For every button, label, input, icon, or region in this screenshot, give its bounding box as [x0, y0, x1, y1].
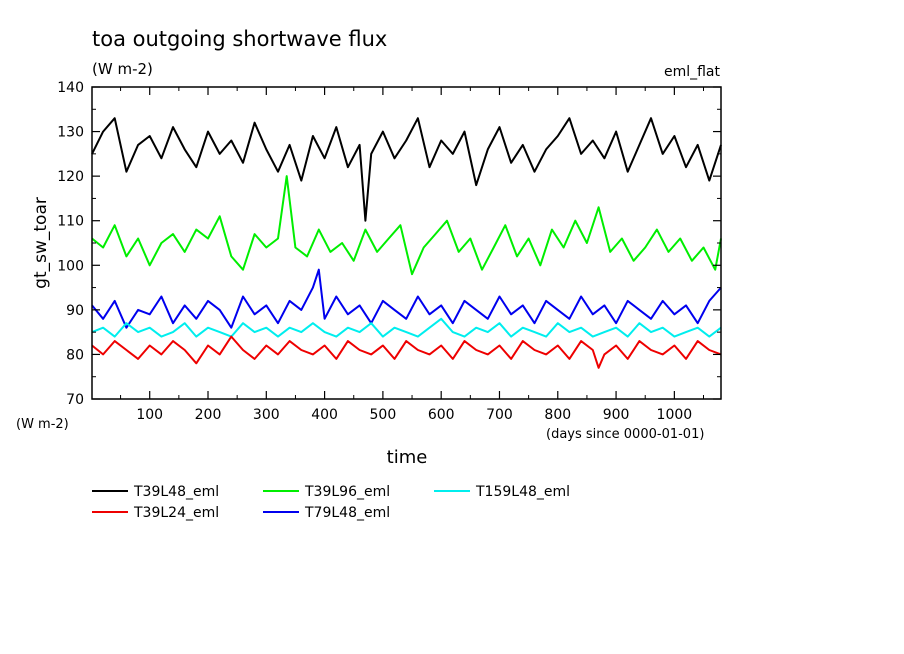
x-tick-label: 100: [136, 407, 163, 423]
y-tick-label: 120: [57, 169, 84, 185]
x-tick-label: 800: [544, 407, 571, 423]
chart-title: toa outgoing shortwave flux: [92, 27, 387, 51]
axes-group: 70 80 90 100 110 120 130 140 100 200 300 400 500 600 7…: [57, 80, 722, 423]
series-line-T39L48_eml: [91, 117, 722, 222]
x-unit-label: (days since 0000-01-01): [546, 427, 704, 442]
y-tick-label: 110: [57, 214, 84, 230]
y-tick-label: 140: [57, 80, 84, 96]
y-unit-label: (W m-2): [16, 417, 69, 432]
x-tick-label: 900: [603, 407, 630, 423]
legend-label-T39L48_eml: T39L48_eml: [133, 484, 219, 500]
series-line-T159L48_eml: [91, 317, 722, 338]
legend: T39L48_eml T39L96_eml T159L48_eml T39L24_em…: [92, 484, 570, 521]
plot-series-group: [91, 117, 722, 369]
x-tick-label: 600: [428, 407, 455, 423]
y-tick-label: 90: [66, 303, 84, 319]
corner-label: eml_flat: [664, 64, 721, 80]
series-line-T39L96_eml: [91, 175, 722, 276]
y-axis-label: gt_sw_toar: [31, 197, 51, 289]
legend-label-T79L48_eml: T79L48_eml: [304, 505, 390, 521]
series-line-T39L24_eml: [91, 335, 722, 369]
x-tick-label: 1000: [657, 407, 693, 423]
legend-label-T159L48_eml: T159L48_eml: [475, 484, 570, 500]
x-tick-label: 700: [486, 407, 513, 423]
x-axis-label: time: [387, 447, 428, 468]
y-tick-label: 80: [66, 347, 84, 363]
legend-label-T39L96_eml: T39L96_eml: [304, 484, 390, 500]
chart-subtitle: (W m-2): [92, 60, 153, 78]
y-tick-label: 70: [66, 392, 84, 408]
x-tick-label: 200: [195, 407, 222, 423]
x-tick-label: 400: [311, 407, 338, 423]
series-line-T79L48_eml: [91, 268, 722, 329]
legend-label-T39L24_eml: T39L24_eml: [133, 505, 219, 521]
x-tick-label: 500: [370, 407, 397, 423]
y-tick-label: 130: [57, 125, 84, 141]
y-tick-label: 100: [57, 258, 84, 274]
x-tick-label: 300: [253, 407, 280, 423]
